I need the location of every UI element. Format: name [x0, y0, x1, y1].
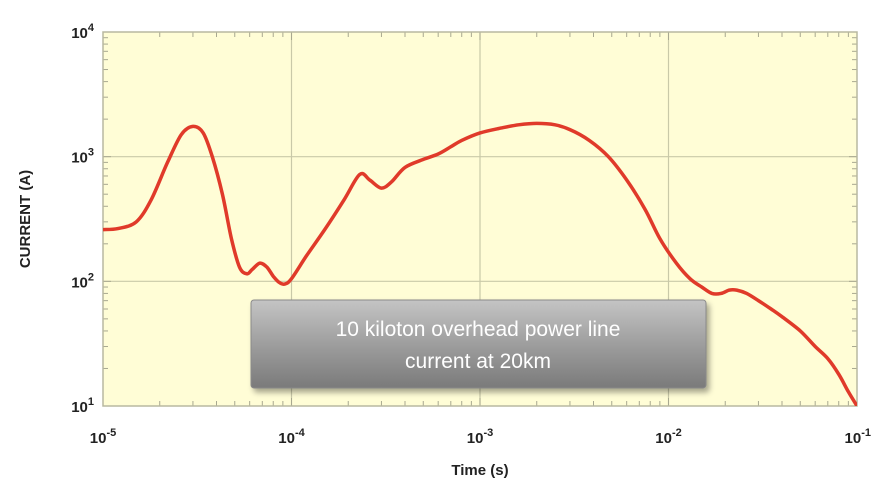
annotation-box-background: [250, 299, 707, 389]
y-axis-tick-labels: 101 102 103 104: [71, 22, 95, 416]
x-tick-label: 10-5: [90, 427, 116, 447]
y-tick-label: 104: [71, 22, 95, 42]
x-axis-tick-labels: 10-5 10-4 10-3 10-2 10-1: [90, 427, 871, 447]
x-tick-label: 10-2: [655, 427, 681, 447]
minor-tick-marks: [102, 32, 857, 407]
annotation-text-line-2: current at 20km: [405, 350, 551, 373]
annotation-box: 10 kiloton overhead power line current a…: [250, 299, 707, 389]
current-series-line: [103, 121, 857, 406]
x-axis-title: Time (s): [451, 462, 508, 479]
x-tick-label: 10-3: [467, 427, 493, 447]
y-tick-label: 103: [71, 147, 94, 167]
x-tick-label: 10-1: [845, 427, 871, 447]
plot-frame: [102, 31, 858, 407]
y-tick-label: 102: [71, 271, 94, 291]
grid-lines: [103, 32, 857, 406]
y-tick-label: 101: [71, 396, 94, 416]
annotation-text-line-1: 10 kiloton overhead power line: [336, 318, 621, 341]
y-axis-title: CURRENT (A): [17, 170, 34, 268]
x-tick-label: 10-4: [278, 427, 305, 447]
